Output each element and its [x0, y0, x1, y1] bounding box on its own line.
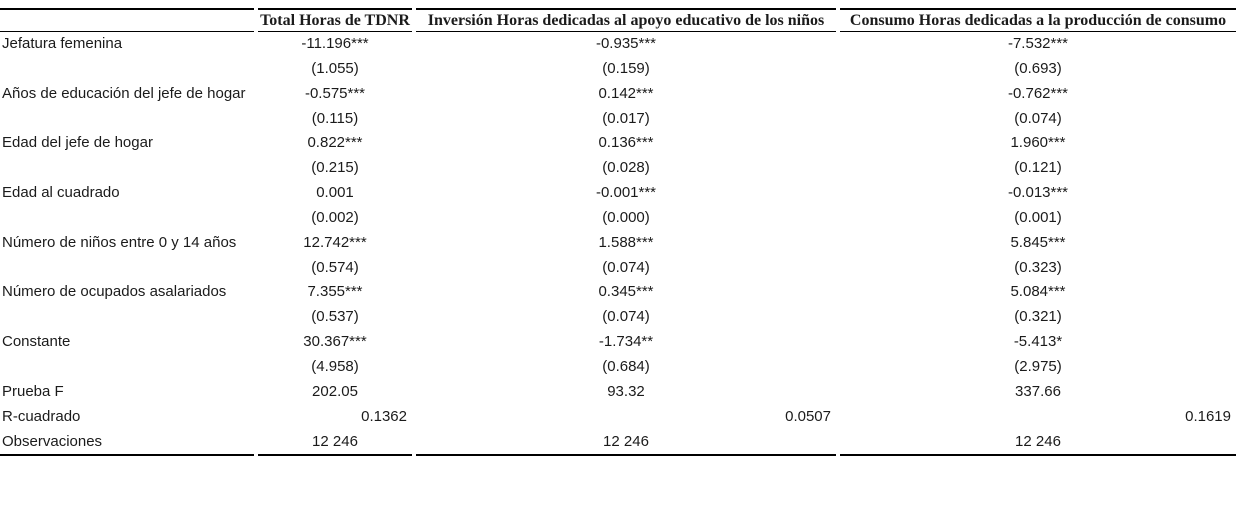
cell-value: 93.32	[607, 382, 645, 400]
row-label: Jefatura femenina	[2, 35, 123, 52]
cell-value: 30.367***	[303, 333, 367, 351]
row-label: Edad al cuadrado	[2, 184, 120, 202]
cell-value: -0.001***	[595, 184, 657, 202]
cell-value: -0.935***	[595, 35, 657, 52]
row-label: Edad del jefe de hogar	[2, 134, 153, 152]
cell-value: (0.321)	[1014, 308, 1062, 326]
cell-value: (0.002)	[311, 208, 359, 226]
cell-value: -11.196***	[301, 35, 369, 52]
cell-value: (0.574)	[311, 258, 359, 276]
cell-value: -0.575***	[304, 84, 366, 102]
cell-value: 1.588***	[598, 233, 654, 251]
cell-value: (4.958)	[311, 357, 359, 375]
cell-value: -7.532***	[1007, 35, 1069, 52]
cell-value: (0.115)	[311, 109, 359, 127]
cell-value: (0.537)	[311, 308, 359, 326]
cell-value: 0.001	[316, 184, 354, 202]
cell-value: (0.121)	[1014, 159, 1062, 177]
cell-value: -5.413*	[1013, 333, 1063, 351]
cell-value: 0.1362	[361, 407, 407, 425]
cell-value: (2.975)	[1014, 357, 1062, 375]
row-label-empty	[0, 57, 254, 82]
cell-value: 5.084***	[1010, 283, 1066, 301]
cell-value: 12 246	[840, 430, 1236, 457]
cell-value: 12 246	[258, 430, 412, 457]
row-label: R-cuadrado	[2, 407, 81, 425]
cell-value: -1.734**	[598, 333, 654, 351]
header-empty-cell	[0, 8, 254, 32]
header-col-inversion-horas: Inversión Horas dedicadas al apoyo educa…	[416, 8, 836, 32]
regression-table-page: Total Horas de TDNR Inversión Horas dedi…	[0, 8, 1237, 529]
cell-value: (0.000)	[602, 208, 650, 226]
cell-value: 0.0507	[785, 407, 831, 425]
regression-table: Total Horas de TDNR Inversión Horas dedi…	[0, 8, 1236, 457]
header-col-total-horas-tdnr: Total Horas de TDNR	[258, 8, 412, 32]
cell-value: (0.074)	[1014, 109, 1062, 127]
header-col-consumo-horas: Consumo Horas dedicadas a la producción …	[840, 8, 1236, 32]
cell-value: 0.822***	[307, 134, 363, 152]
row-label-empty	[0, 256, 254, 281]
cell-value: (0.017)	[602, 109, 650, 127]
row-label: Prueba F	[2, 382, 64, 400]
cell-value: (0.215)	[311, 159, 359, 177]
cell-value: (1.055)	[311, 59, 359, 77]
row-label-empty	[0, 107, 254, 132]
cell-value: -0.762***	[1007, 84, 1069, 102]
row-label-empty	[0, 156, 254, 181]
row-label-empty	[0, 305, 254, 330]
row-label: Número de niños entre 0 y 14 años	[2, 233, 237, 251]
cell-value: 12.742***	[303, 233, 367, 251]
cell-value: 5.845***	[1010, 233, 1066, 251]
cell-value: 0.136***	[598, 134, 654, 152]
cell-value: (0.693)	[1014, 59, 1062, 77]
cell-value: 0.1619	[1185, 407, 1231, 425]
cell-value: (0.323)	[1014, 258, 1062, 276]
row-label: Número de ocupados asalariados	[2, 283, 227, 301]
row-label-empty	[0, 355, 254, 380]
cell-value: (0.001)	[1014, 208, 1062, 226]
cell-value: 0.345***	[598, 283, 654, 301]
cell-value: (0.684)	[602, 357, 650, 375]
cell-value: 12 246	[416, 430, 836, 457]
cell-value: (0.159)	[602, 59, 650, 77]
cell-value: 337.66	[1015, 382, 1061, 400]
row-label-empty	[0, 206, 254, 231]
cell-value: 7.355***	[307, 283, 363, 301]
cell-value: (0.074)	[602, 258, 650, 276]
cell-value: (0.028)	[602, 159, 650, 177]
row-label: Constante	[2, 333, 71, 351]
row-label: Observaciones	[0, 430, 254, 457]
cell-value: 1.960***	[1010, 134, 1066, 152]
row-label: Años de educación del jefe de hogar	[2, 84, 246, 102]
cell-value: 0.142***	[598, 84, 654, 102]
cell-value: -0.013***	[1007, 184, 1069, 202]
cell-value: 202.05	[312, 382, 358, 400]
cell-value: (0.074)	[602, 308, 650, 326]
